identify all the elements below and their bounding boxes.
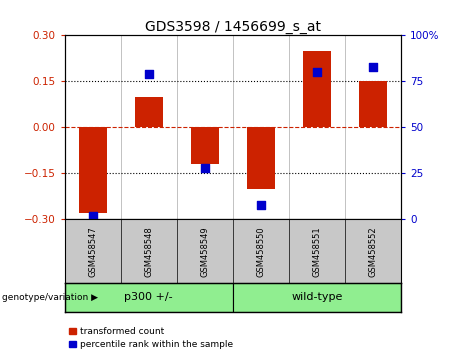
Bar [247, 127, 275, 189]
Bar [78, 127, 106, 213]
Text: GSM458550: GSM458550 [256, 226, 266, 277]
Text: wild-type: wild-type [291, 292, 343, 302]
Text: genotype/variation ▶: genotype/variation ▶ [2, 293, 98, 302]
Point [313, 69, 321, 75]
Bar [135, 97, 163, 127]
Bar [65, 283, 233, 312]
Text: GSM458549: GSM458549 [200, 226, 209, 277]
Point [257, 202, 265, 207]
Text: GSM458547: GSM458547 [88, 226, 97, 277]
Bar [303, 51, 331, 127]
Text: p300 +/-: p300 +/- [124, 292, 173, 302]
Point [369, 64, 377, 69]
Point [89, 213, 96, 219]
Title: GDS3598 / 1456699_s_at: GDS3598 / 1456699_s_at [145, 21, 321, 34]
Point [201, 165, 208, 171]
Bar [359, 81, 387, 127]
Bar [233, 283, 401, 312]
Point [145, 71, 152, 77]
Text: GSM458552: GSM458552 [368, 226, 378, 277]
Text: GSM458548: GSM458548 [144, 226, 153, 277]
Legend: transformed count, percentile rank within the sample: transformed count, percentile rank withi… [69, 327, 233, 349]
Bar [191, 127, 219, 164]
Text: GSM458551: GSM458551 [313, 226, 321, 277]
